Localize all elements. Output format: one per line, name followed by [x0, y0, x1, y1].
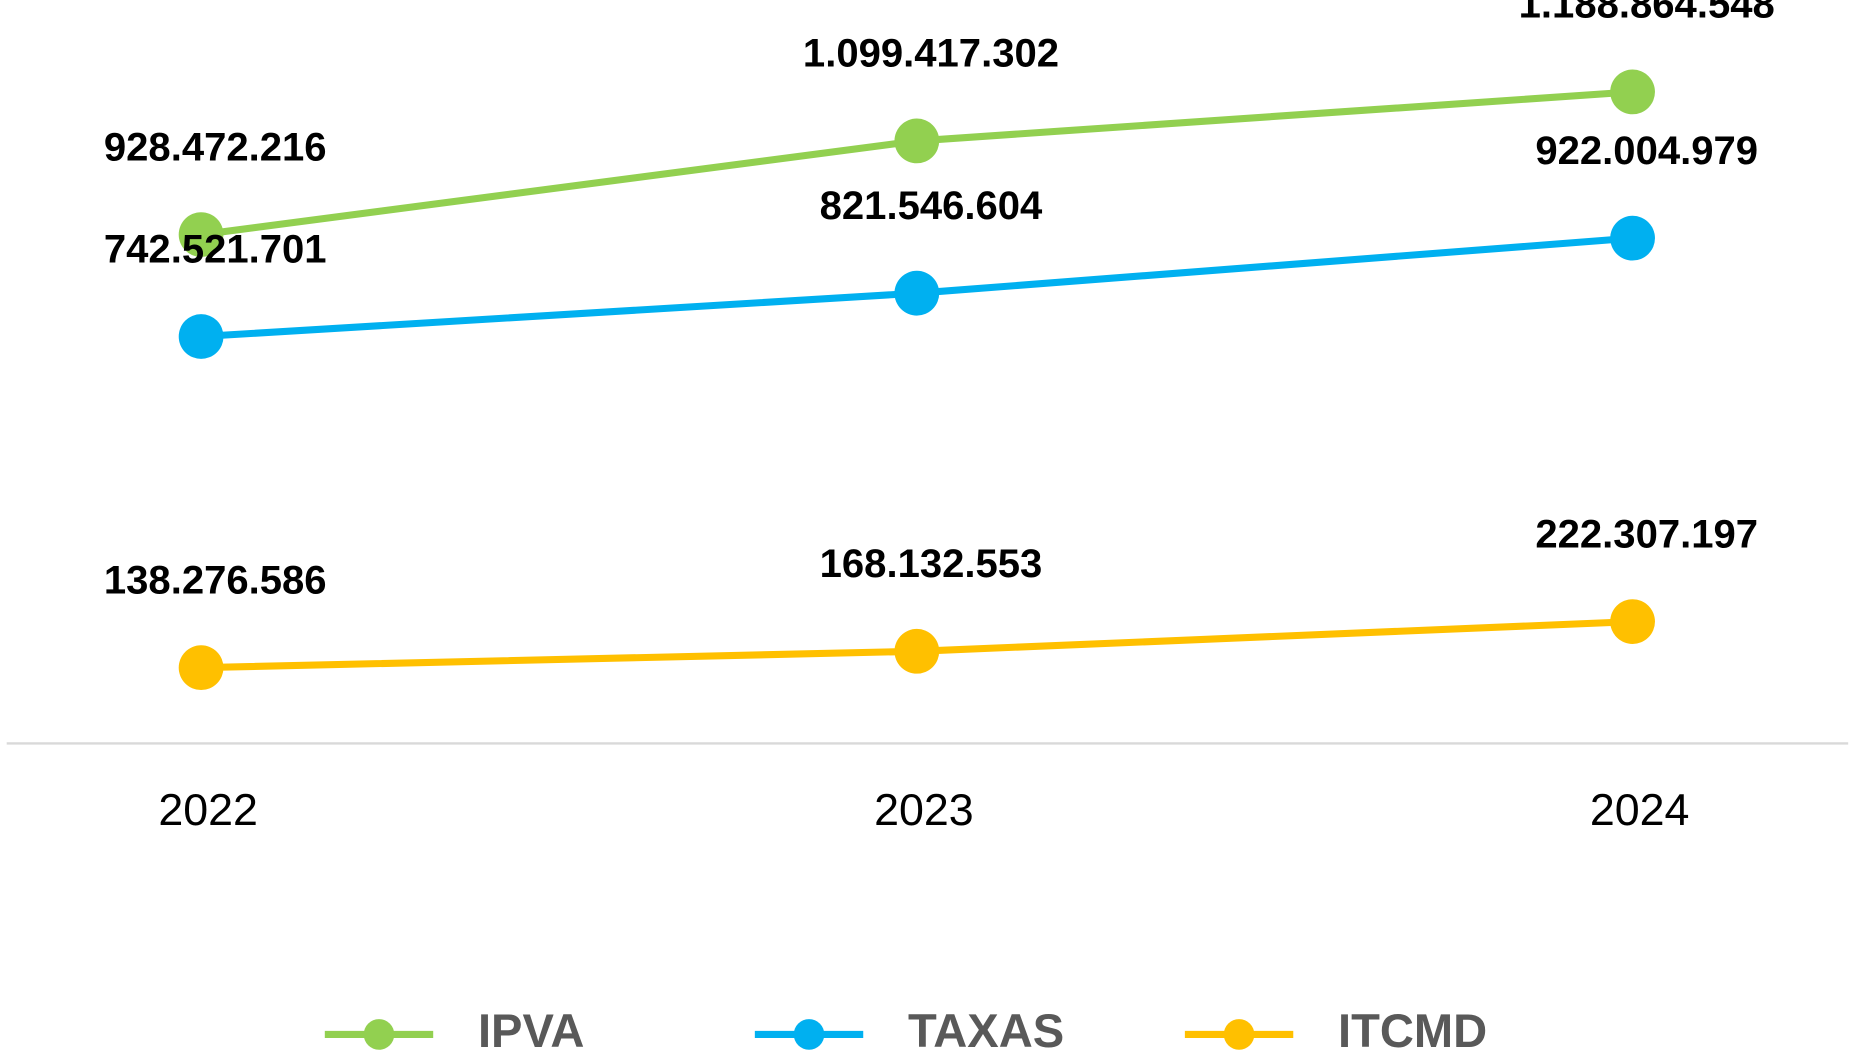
x-tick-label: 2024	[1590, 785, 1690, 835]
data-label: 1.188.864.548	[1519, 0, 1775, 27]
data-point	[178, 212, 224, 257]
data-point	[178, 645, 224, 691]
data-point	[1610, 599, 1655, 644]
data-label: 1.099.417.302	[803, 32, 1059, 76]
data-point	[894, 270, 940, 316]
legend-label: IPVA	[478, 1004, 584, 1057]
x-tick-label: 2022	[158, 785, 258, 835]
data-point	[178, 314, 224, 359]
data-point	[894, 628, 940, 674]
data-label: 742.521.701	[104, 227, 327, 271]
data-point	[1610, 69, 1655, 115]
data-label: 138.276.586	[104, 558, 327, 602]
data-label: 821.546.604	[820, 184, 1043, 228]
legend-label: ITCMD	[1338, 1004, 1487, 1057]
data-label: 222.307.197	[1535, 512, 1758, 556]
data-point	[1610, 215, 1655, 261]
legend-marker	[1223, 1019, 1255, 1050]
legend-label: TAXAS	[908, 1004, 1064, 1057]
data-label: 928.472.216	[104, 125, 327, 169]
data-label: 922.004.979	[1535, 129, 1758, 173]
data-point	[894, 118, 940, 164]
x-tick-label: 2023	[874, 785, 974, 835]
data-label: 168.132.553	[820, 542, 1043, 586]
legend-marker	[363, 1019, 395, 1050]
legend-marker	[793, 1019, 825, 1050]
